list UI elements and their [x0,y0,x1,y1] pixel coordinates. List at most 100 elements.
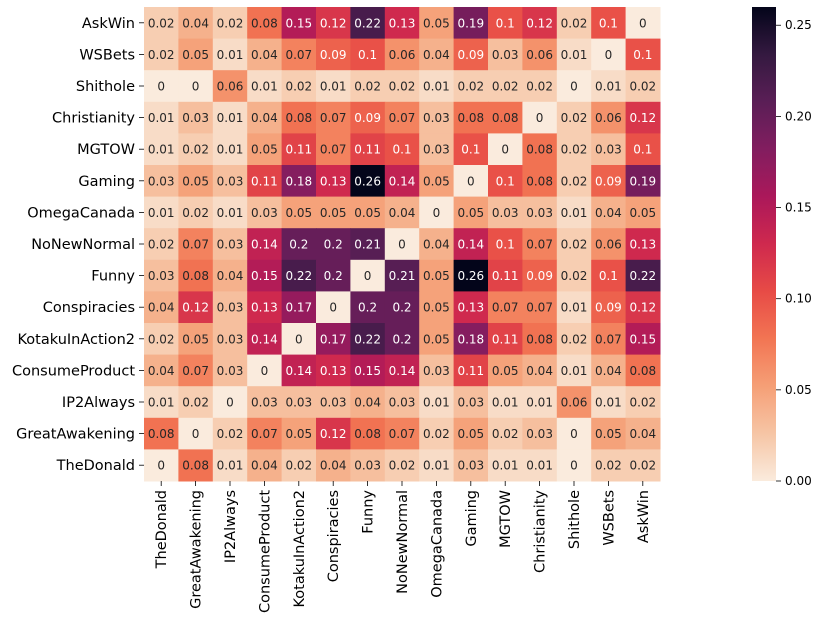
heatmap-cell [453,101,489,134]
cell-value-label: 0.08 [182,269,209,283]
heatmap-cell [281,228,317,261]
heatmap-cell [316,417,351,450]
cell-value-label: 0.02 [561,16,588,30]
heatmap-cell [144,259,179,292]
heatmap-cell [591,133,627,166]
cell-value-label: 0.04 [148,301,175,315]
cell-value-label: 0.01 [492,396,519,410]
cell-value-label: 0.02 [423,427,450,441]
cell-value-label: 0.22 [354,332,381,346]
cell-value-label: 0.14 [457,238,484,252]
heatmap-cell [281,291,317,324]
heatmap-cell [247,449,283,482]
cell-value-label: 0 [192,80,200,94]
cell-value-label: 0.02 [354,80,381,94]
cell-value-label: 0.02 [148,16,175,30]
row-label: AskWin [82,16,135,32]
cell-value-label: 0.05 [492,364,519,378]
heatmap-cell [556,228,592,261]
cell-value-label: 0 [467,174,475,188]
cell-value-label: 0.08 [457,111,484,125]
cell-value-label: 0.15 [251,269,278,283]
cell-value-label: 0.07 [320,111,347,125]
heatmap-cell [591,323,627,356]
cell-value-label: 0 [605,48,613,62]
cell-value-label: 0 [226,396,234,410]
heatmap-cell [488,449,523,482]
heatmap-cell [625,449,661,482]
cell-value-label: 0.08 [354,427,381,441]
heatmap-cell [488,70,523,103]
cell-value-label: 0.1 [496,16,515,30]
cell-value-label: 0 [536,111,544,125]
cell-value-label: 0.14 [251,238,278,252]
cell-value-label: 0.14 [251,332,278,346]
heatmap-cell [350,38,386,71]
heatmap-cell [488,196,523,229]
heatmap-cell [212,133,248,166]
column-label: AskWin [636,490,652,543]
cell-value-label: 0.01 [561,48,588,62]
heatmap-cell [144,101,179,134]
heatmap-cell [453,449,489,482]
cell-value-label: 0.08 [526,174,553,188]
heatmap-cell [522,354,558,387]
cell-value-label: 0.04 [251,111,278,125]
colorbar-tick-label: 0.10 [785,292,812,306]
heatmap-cell [350,196,386,229]
heatmap-cell [281,70,317,103]
heatmap-cell [488,101,523,134]
cell-value-label: 0.04 [423,238,450,252]
column-label: ConsumeProduct [257,490,273,613]
heatmap-cell [316,70,351,103]
cell-value-label: 0.05 [182,332,209,346]
cell-value-label: 0.18 [457,332,484,346]
heatmap-cell [316,449,351,482]
cell-value-label: 0.13 [320,174,347,188]
heatmap-cell [316,259,351,292]
cell-value-label: 0 [570,459,578,473]
heatmap-cell [488,259,523,292]
cell-value-label: 0.07 [285,48,312,62]
cell-value-label: 0.12 [320,16,347,30]
cell-value-label: 0.13 [389,16,416,30]
heatmap-cell [625,165,661,198]
heatmap-cell [419,386,455,419]
cell-value-label: 0.13 [251,301,278,315]
cell-value-label: 0.05 [629,206,656,220]
colorbar-tick-label: 0.15 [785,201,812,215]
cell-value-label: 0 [295,332,303,346]
cell-value-label: 0.05 [457,206,484,220]
heatmap-cell [625,228,661,261]
cell-value-label: 0.01 [526,459,553,473]
cell-value-label: 0.06 [561,396,588,410]
heatmap-cell [488,38,523,71]
heatmap-cell [419,133,455,166]
cell-value-label: 0.01 [217,111,244,125]
cell-value-label: 0.17 [320,332,347,346]
heatmap-cell [556,196,592,229]
cell-value-label: 0.01 [217,206,244,220]
cell-value-label: 0.22 [629,269,656,283]
cell-value-label: 0.02 [457,80,484,94]
heatmap-cell [419,7,455,40]
heatmap-cell [281,417,317,450]
cell-value-label: 0.08 [629,364,656,378]
cell-value-label: 0.07 [526,301,553,315]
heatmap-cell [419,228,455,261]
heatmap-cell [556,386,592,419]
heatmap-cell [144,7,179,40]
heatmap-cell [316,133,351,166]
cell-value-label: 0.04 [423,48,450,62]
cell-value-label: 0.03 [457,396,484,410]
cell-value-label: 0.1 [461,143,480,157]
heatmap-cell [281,133,317,166]
cell-value-label: 0.01 [251,80,278,94]
heatmap-cell [591,417,627,450]
cell-value-label: 0.04 [217,269,244,283]
heatmap-cell [591,196,627,229]
cell-value-label: 0.07 [389,111,416,125]
heatmap-cell [178,386,214,419]
heatmap-cell [625,133,661,166]
